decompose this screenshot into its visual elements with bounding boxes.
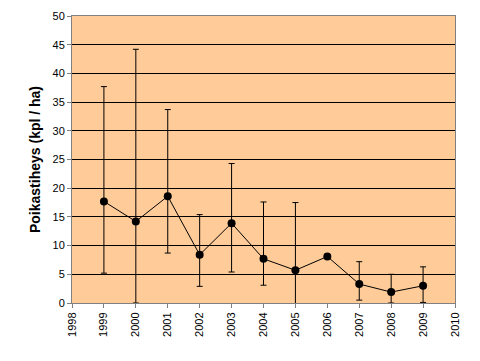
svg-text:20: 20 [53, 182, 65, 194]
svg-text:2007: 2007 [353, 312, 365, 336]
svg-text:45: 45 [53, 39, 65, 51]
svg-text:2003: 2003 [225, 312, 237, 336]
svg-text:5: 5 [59, 268, 65, 280]
svg-text:2000: 2000 [129, 312, 141, 336]
svg-text:2005: 2005 [289, 312, 301, 336]
svg-text:2008: 2008 [385, 312, 397, 336]
svg-text:2009: 2009 [417, 312, 429, 336]
svg-text:Poikastiheys (kpl / ha): Poikastiheys (kpl / ha) [27, 86, 43, 233]
svg-text:10: 10 [53, 239, 65, 251]
svg-text:15: 15 [53, 211, 65, 223]
svg-text:2002: 2002 [193, 312, 205, 336]
svg-text:50: 50 [53, 10, 65, 22]
svg-text:1998: 1998 [66, 312, 78, 336]
svg-text:2001: 2001 [161, 312, 173, 336]
svg-text:1999: 1999 [97, 312, 109, 336]
svg-text:0: 0 [59, 297, 65, 309]
svg-text:25: 25 [53, 153, 65, 165]
svg-text:40: 40 [53, 67, 65, 79]
svg-text:2006: 2006 [321, 312, 333, 336]
svg-text:35: 35 [53, 96, 65, 108]
svg-text:2010: 2010 [449, 312, 461, 336]
svg-text:2004: 2004 [257, 312, 269, 336]
svg-text:30: 30 [53, 125, 65, 137]
